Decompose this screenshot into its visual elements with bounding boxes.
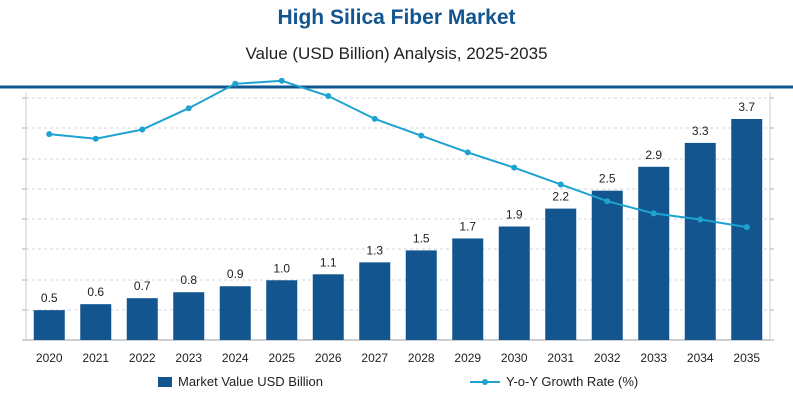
growth-point-2021 <box>92 135 99 142</box>
growth-point-2031 <box>557 181 564 188</box>
legend-bar-swatch <box>158 376 172 387</box>
growth-point-2026 <box>325 93 332 99</box>
x-tick-label-2024: 2024 <box>222 351 249 365</box>
chart-legend: Market Value USD Billion Y-o-Y Growth Ra… <box>0 374 793 398</box>
bar-2027 <box>359 262 391 340</box>
growth-point-2030 <box>511 164 518 171</box>
chart-title: High Silica Fiber Market <box>277 6 516 29</box>
bar-2028 <box>405 250 437 340</box>
bar-2021 <box>80 304 112 340</box>
growth-point-2029 <box>464 149 471 156</box>
growth-point-2034 <box>697 216 704 223</box>
bar-label-2027: 1.3 <box>366 243 383 257</box>
bar-2030 <box>498 226 530 340</box>
legend-line-swatch <box>470 377 500 387</box>
x-tick-label-2030: 2030 <box>501 351 528 365</box>
bar-2023 <box>173 292 205 340</box>
bar-2033 <box>638 166 670 340</box>
bar-label-2023: 0.8 <box>180 273 197 287</box>
x-tick-label-2020: 2020 <box>36 351 63 365</box>
x-tick-label-2022: 2022 <box>129 351 156 365</box>
x-tick-label-2025: 2025 <box>268 351 295 365</box>
growth-point-2028 <box>418 132 425 139</box>
chart-subtitle: Value (USD Billion) Analysis, 2025-2035 <box>245 44 548 63</box>
x-tick-label-2031: 2031 <box>547 351 574 365</box>
x-tick-label-2021: 2021 <box>82 351 109 365</box>
x-tick-label-2029: 2029 <box>454 351 481 365</box>
x-tick-label-2026: 2026 <box>315 351 342 365</box>
growth-point-2024 <box>232 80 239 87</box>
bar-2029 <box>452 238 484 340</box>
bar-2025 <box>266 280 298 340</box>
bar-2032 <box>591 190 623 340</box>
growth-point-2023 <box>185 105 192 112</box>
legend-item-growth-rate: Y-o-Y Growth Rate (%) <box>470 374 638 389</box>
growth-point-2022 <box>139 126 146 133</box>
growth-point-2027 <box>371 115 378 122</box>
x-tick-label-2032: 2032 <box>594 351 621 365</box>
growth-point-2033 <box>650 210 657 217</box>
bar-label-2032: 2.5 <box>599 172 616 186</box>
bar-label-2031: 2.2 <box>552 190 569 204</box>
bar-label-2020: 0.5 <box>41 291 58 305</box>
bar-label-2025: 1.0 <box>273 261 290 275</box>
bar-label-2034: 3.3 <box>692 124 709 138</box>
legend-item-market-value: Market Value USD Billion <box>158 374 323 389</box>
x-tick-label-2023: 2023 <box>175 351 202 365</box>
bar-label-2022: 0.7 <box>134 279 151 293</box>
bar-label-2026: 1.1 <box>320 255 337 269</box>
bar-label-2033: 2.9 <box>645 148 662 162</box>
bar-2026 <box>312 274 344 340</box>
growth-rate-line <box>49 79 747 229</box>
x-tick-label-2028: 2028 <box>408 351 435 365</box>
bar-label-2021: 0.6 <box>87 285 104 299</box>
growth-point-2035 <box>743 224 750 231</box>
x-tick-label-2035: 2035 <box>733 351 760 365</box>
legend-growth-rate-label: Y-o-Y Growth Rate (%) <box>506 374 639 389</box>
bar-2022 <box>126 298 158 340</box>
x-tick-label-2034: 2034 <box>687 351 714 365</box>
bar-2034 <box>684 142 716 340</box>
bar-label-2030: 1.9 <box>506 208 523 222</box>
growth-point-2020 <box>46 131 53 138</box>
growth-point-2032 <box>604 198 611 205</box>
x-tick-label-2027: 2027 <box>361 351 388 365</box>
bar-2031 <box>545 208 577 340</box>
x-tick-label-2033: 2033 <box>640 351 667 365</box>
bar-2024 <box>219 286 251 340</box>
bar-label-2035: 3.7 <box>738 100 755 114</box>
bar-2020 <box>33 310 65 340</box>
bar-label-2028: 1.5 <box>413 231 430 245</box>
bar-label-2024: 0.9 <box>227 267 244 281</box>
bar-label-2029: 1.7 <box>459 219 476 233</box>
growth-point-2025 <box>278 77 285 84</box>
legend-market-value-label: Market Value USD Billion <box>178 374 323 389</box>
